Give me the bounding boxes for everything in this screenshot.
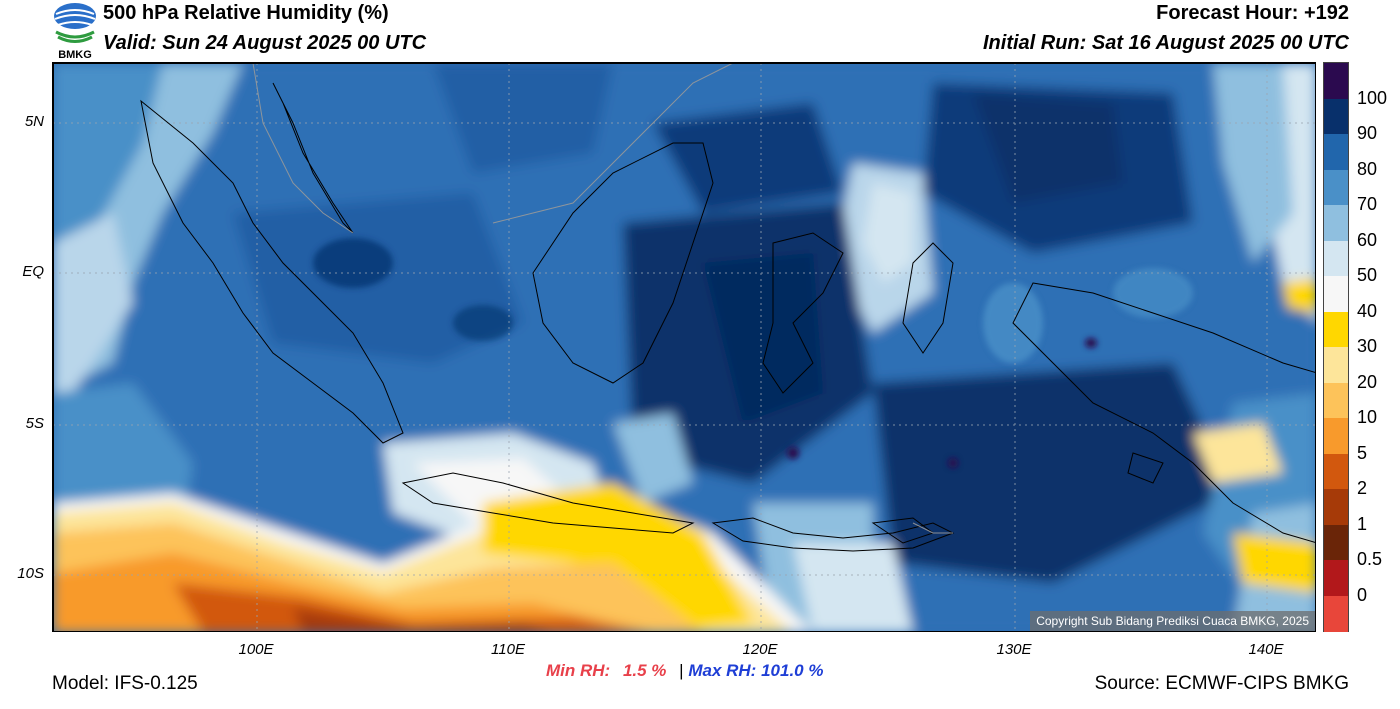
humidity-pockets [313, 238, 1193, 468]
colorbar-label: 50 [1357, 265, 1378, 285]
min-rh-label: Min RH: [546, 661, 611, 680]
colorbar-segment [1324, 98, 1348, 135]
lon-label-120e: 120E [742, 641, 778, 658]
lat-label-10s: 10S [17, 565, 44, 582]
colorbar-segment [1324, 453, 1348, 490]
colorbar-segment [1324, 524, 1348, 561]
humidity-map: Copyright Sub Bidang Prediksi Cuaca BMKG… [52, 62, 1316, 632]
lon-label-110e: 110E [491, 641, 525, 658]
colorbar-segment [1324, 347, 1348, 383]
colorbar-label: 0 [1357, 584, 1368, 605]
colorbar-segment [1324, 63, 1348, 99]
lat-label-eq: EQ [22, 263, 44, 280]
colorbar-label: 70 [1357, 194, 1378, 214]
lon-label-130e: 130E [996, 641, 1032, 658]
stats-separator: | [679, 661, 684, 680]
colorbar-label: 40 [1357, 300, 1378, 321]
bmkg-logo: BMKG [50, 2, 100, 61]
initial-run: Initial Run: Sat 16 August 2025 00 UTC [982, 32, 1349, 54]
map-title: 500 hPa Relative Humidity (%) [103, 2, 389, 24]
colorbar-segment [1324, 169, 1348, 206]
humidity-field [53, 63, 1315, 631]
colorbar-segment [1324, 560, 1348, 596]
colorbar-segment [1324, 418, 1348, 454]
max-rh-value: 101.0 % [761, 661, 824, 680]
colorbar-label: 30 [1357, 336, 1378, 356]
source-label: Source: ECMWF-CIPS BMKG [1094, 673, 1349, 694]
colorbar-label: 20 [1357, 371, 1378, 392]
rh-stats: Min RH: 1.5 % | Max RH: 101.0 % [546, 661, 823, 681]
gridlines [53, 63, 1315, 631]
colorbar-segment [1324, 595, 1348, 632]
colorbar-label: 90 [1357, 123, 1378, 143]
colorbar-segment [1324, 311, 1348, 348]
colorbar-segment [1324, 134, 1348, 170]
borders [252, 63, 953, 534]
colorbar-label: 2 [1357, 478, 1368, 498]
copyright-notice: Copyright Sub Bidang Prediksi Cuaca BMKG… [1030, 611, 1315, 631]
lon-label-140e: 140E [1248, 641, 1284, 658]
colorbar-label: 5 [1357, 442, 1368, 463]
lat-label-5s: 5S [25, 415, 44, 432]
colorbar-segment [1324, 276, 1348, 312]
colorbar-label: 0.5 [1357, 549, 1383, 569]
valid-time: Valid: Sun 24 August 2025 00 UTC [103, 32, 427, 54]
colorbar [1323, 62, 1349, 632]
lon-label-100e: 100E [238, 641, 274, 658]
lat-label-5n: 5N [24, 113, 44, 130]
colorbar-segment [1324, 205, 1348, 241]
colorbar-segment [1324, 382, 1348, 419]
colorbar-label: 100 [1357, 87, 1388, 108]
colorbar-label: 1 [1357, 513, 1368, 534]
model-label: Model: IFS-0.125 [52, 673, 198, 694]
colorbar-label: 60 [1357, 229, 1378, 250]
colorbar-segment [1324, 489, 1348, 525]
colorbar-segment [1324, 240, 1348, 277]
colorbar-label: 80 [1357, 158, 1378, 179]
colorbar-label: 10 [1357, 407, 1378, 427]
min-rh-value: 1.5 % [622, 661, 667, 680]
max-rh-label: Max RH: [688, 661, 757, 680]
coastlines [140, 82, 1315, 552]
logo-text: BMKG [58, 49, 92, 60]
forecast-hour: Forecast Hour: +192 [1156, 2, 1349, 24]
